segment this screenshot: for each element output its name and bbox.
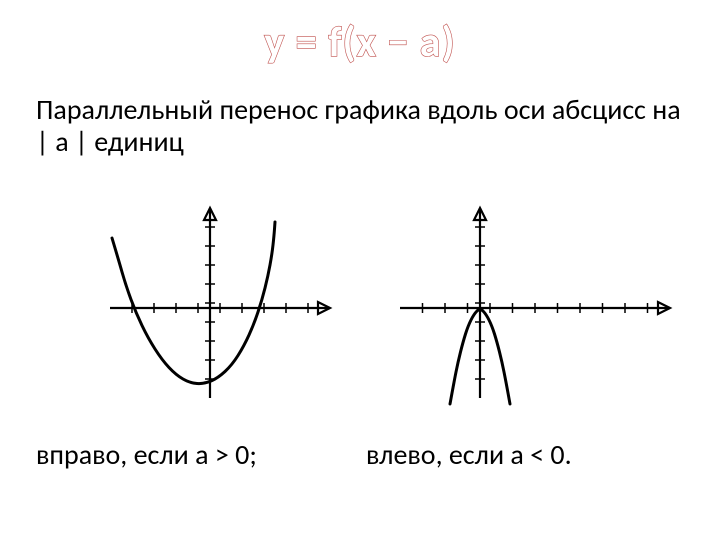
captions-row: вправо, если a > 0; влево, если a < 0.	[0, 413, 720, 472]
graphs-row	[0, 158, 720, 413]
graph-right	[380, 188, 680, 413]
title-text: y = f(x − a)	[264, 18, 455, 68]
caption-right: влево, если a < 0.	[360, 437, 690, 472]
caption-left: вправо, если a > 0;	[30, 437, 360, 472]
formula-title: y = f(x − a)	[0, 0, 720, 80]
graph-right-svg	[380, 188, 680, 408]
title-svg: y = f(x − a)	[210, 18, 510, 68]
graph-left-svg	[80, 188, 340, 408]
description-text: Параллельный перенос графика вдоль оси а…	[0, 80, 720, 158]
graph-left	[80, 188, 340, 413]
